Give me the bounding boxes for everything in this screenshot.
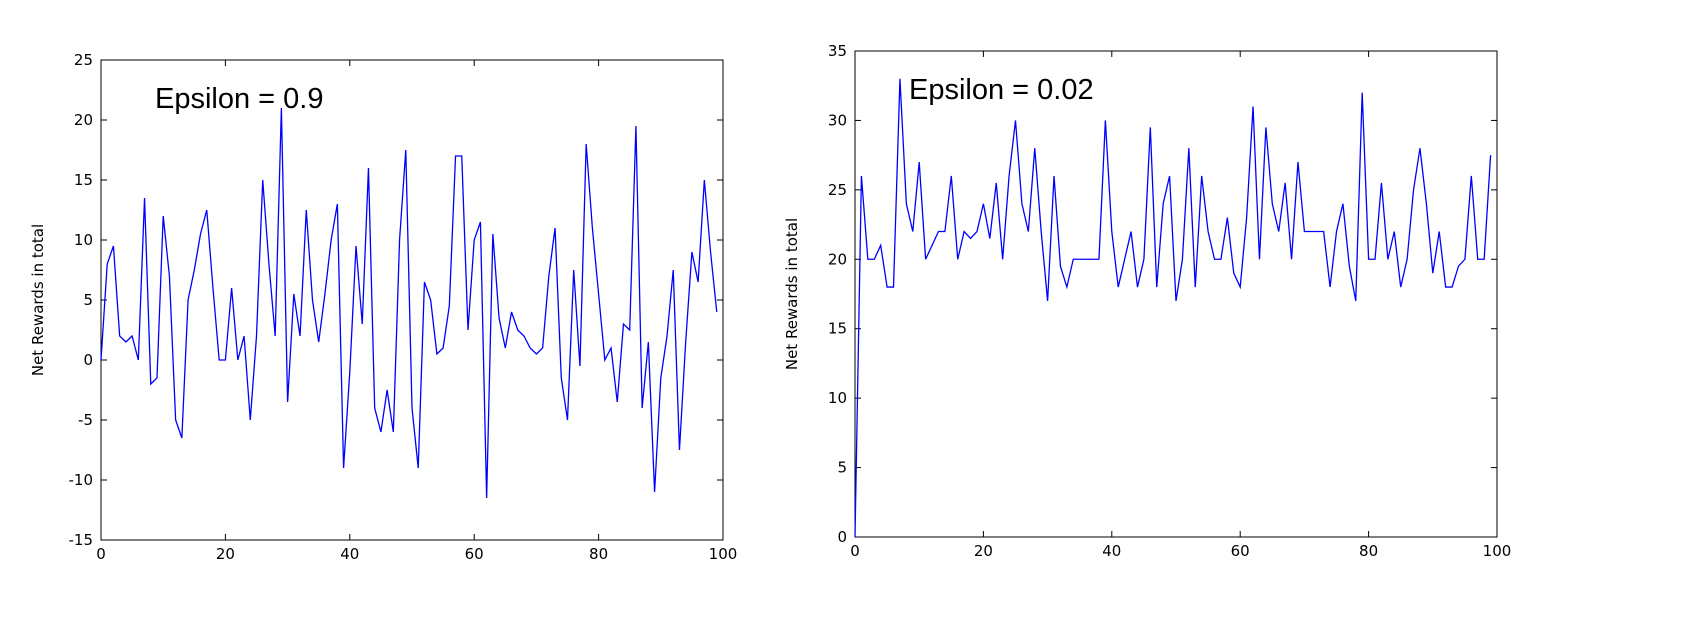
data-line — [854, 78, 1492, 538]
x-tick-label: 40 — [340, 545, 359, 563]
y-tick-label: 35 — [828, 42, 847, 60]
annotation: Epsilon = 0.02 — [909, 74, 1094, 106]
y-tick-label: -10 — [69, 471, 94, 489]
x-tick-label: 60 — [1231, 542, 1250, 560]
y-tick-label: 10 — [74, 231, 93, 249]
x-tick-label: 20 — [974, 542, 993, 560]
y-tick-label: 5 — [83, 291, 93, 309]
y-axis-label: Net Rewards in total — [29, 224, 47, 376]
x-tick-label: 80 — [589, 545, 608, 563]
data-line — [100, 107, 718, 499]
x-tick-label: 100 — [1483, 542, 1512, 560]
y-tick-label: 25 — [74, 51, 93, 69]
x-tick-label: 40 — [1102, 542, 1121, 560]
x-tick-label: 20 — [216, 545, 235, 563]
plot-frame — [100, 59, 724, 541]
x-tick-label: 80 — [1359, 542, 1378, 560]
y-tick-label: 20 — [74, 111, 93, 129]
annotation: Epsilon = 0.9 — [155, 83, 323, 115]
plot-frame — [854, 50, 1498, 538]
y-tick-label: 20 — [828, 250, 847, 268]
x-tick-label: 0 — [96, 545, 106, 563]
y-axis-label: Net Rewards in total — [783, 218, 801, 370]
y-tick-label: 10 — [828, 389, 847, 407]
y-tick-label: 0 — [83, 351, 93, 369]
x-tick-label: 0 — [850, 542, 860, 560]
y-tick-label: 0 — [837, 528, 847, 546]
y-tick-label: -5 — [78, 411, 93, 429]
x-tick-label: 100 — [709, 545, 738, 563]
y-tick-label: 5 — [837, 459, 847, 477]
y-tick-label: -15 — [69, 531, 94, 549]
x-tick-label: 60 — [465, 545, 484, 563]
y-tick-label: 15 — [74, 171, 93, 189]
y-tick-label: 30 — [828, 111, 847, 129]
y-tick-label: 25 — [828, 181, 847, 199]
y-tick-label: 15 — [828, 320, 847, 338]
